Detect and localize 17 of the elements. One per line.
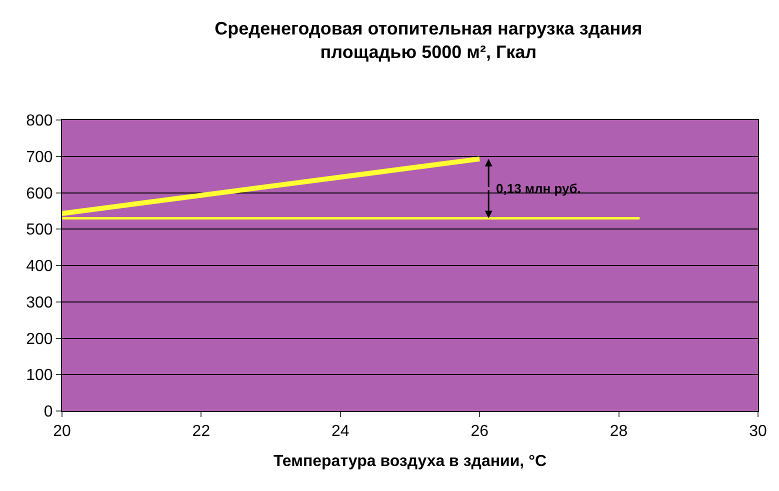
chart-title: Среденегодовая отопительная нагрузка здания площадью 5000 м², Гкал bbox=[214, 18, 642, 62]
y-tick-label: 0 bbox=[44, 404, 53, 421]
x-tick-label: 26 bbox=[470, 423, 489, 440]
y-tick-label: 700 bbox=[26, 148, 53, 166]
y-tick-label: 100 bbox=[26, 367, 53, 384]
x-tick-label: 30 bbox=[749, 423, 767, 440]
y-tick-label: 600 bbox=[26, 185, 53, 202]
y-tick-label: 800 bbox=[26, 112, 53, 130]
x-tick-label: 22 bbox=[192, 423, 210, 440]
x-tick-label: 24 bbox=[332, 423, 350, 440]
y-tick-label: 400 bbox=[26, 258, 53, 276]
x-axis-title: Температура воздуха в здании, °С bbox=[273, 452, 547, 470]
x-tick-label: 28 bbox=[610, 423, 628, 440]
x-tick-label: 20 bbox=[53, 423, 71, 440]
y-tick-label: 200 bbox=[26, 330, 53, 348]
y-tick-label: 300 bbox=[26, 294, 53, 312]
y-tick-label: 500 bbox=[26, 222, 53, 239]
